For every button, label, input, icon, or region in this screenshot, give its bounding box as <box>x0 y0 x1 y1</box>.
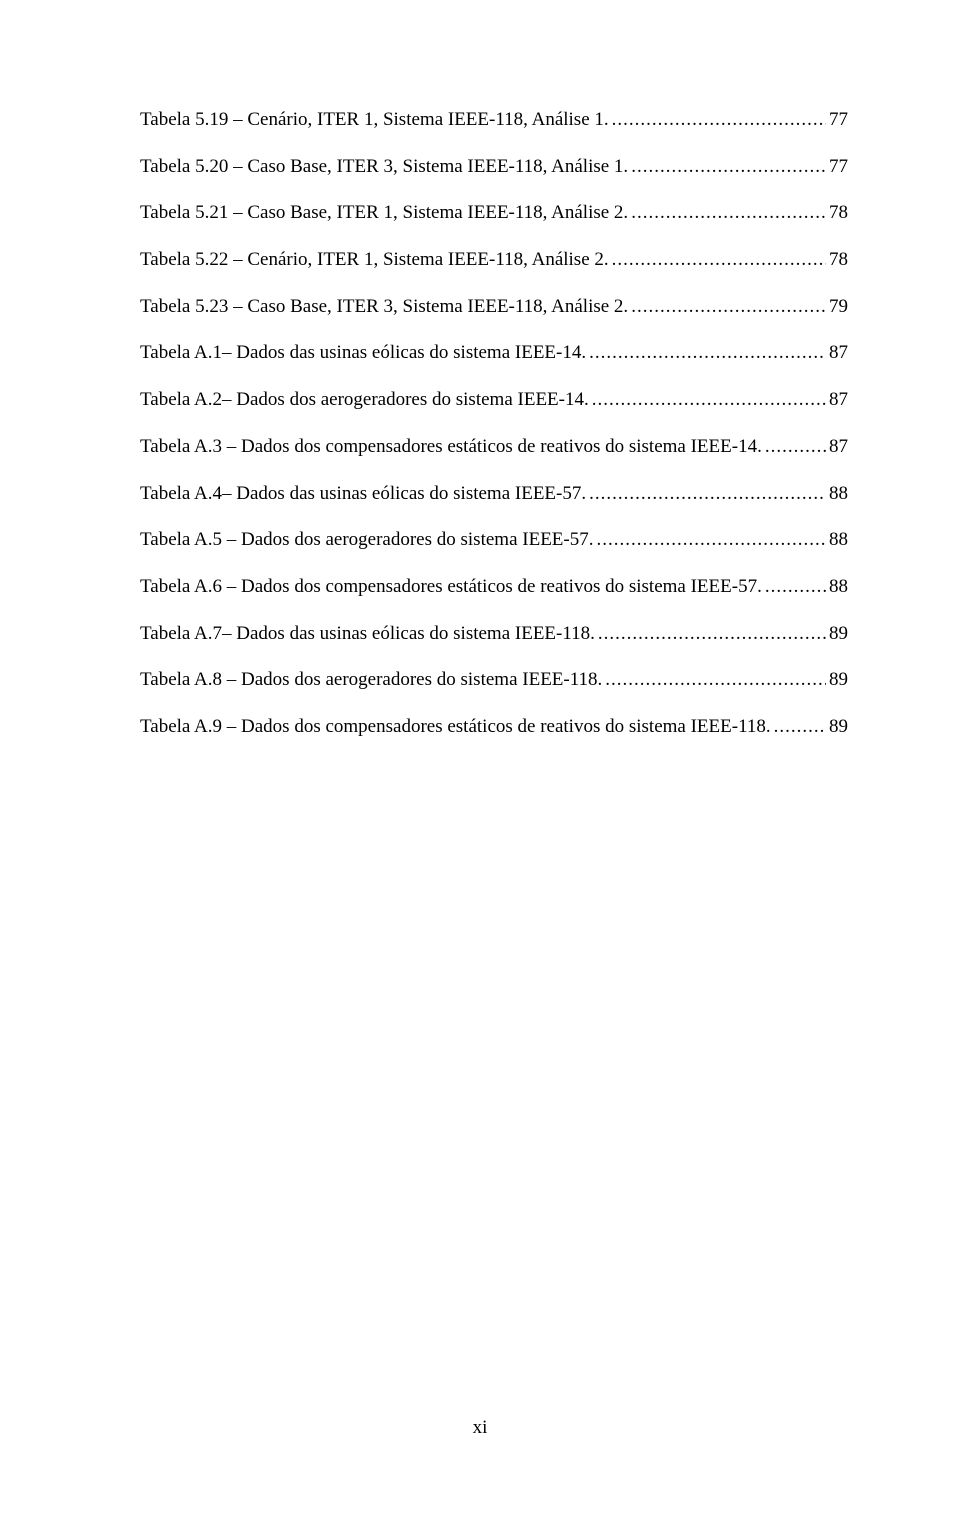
toc-entry-page: 89 <box>829 622 848 647</box>
toc-entry-page: 89 <box>829 715 848 740</box>
toc-entry-label: Tabela A.1– Dados das usinas eólicas do … <box>140 341 586 366</box>
toc-entry-page: 88 <box>829 482 848 507</box>
toc-entry: Tabela 5.23 – Caso Base, ITER 3, Sistema… <box>140 295 848 320</box>
toc-entry: Tabela A.3 – Dados dos compensadores est… <box>140 435 848 460</box>
toc-dot-leader <box>589 482 826 507</box>
toc-entry-label: Tabela 5.20 – Caso Base, ITER 3, Sistema… <box>140 155 628 180</box>
toc-dot-leader <box>612 108 826 133</box>
toc-dot-leader <box>598 622 826 647</box>
toc-entry-label: Tabela 5.19 – Cenário, ITER 1, Sistema I… <box>140 108 609 133</box>
toc-entry-page: 87 <box>829 341 848 366</box>
toc-dot-leader <box>592 388 826 413</box>
toc-dot-leader <box>631 201 826 226</box>
toc-entry-label: Tabela A.6 – Dados dos compensadores est… <box>140 575 762 600</box>
toc-entry-page: 77 <box>829 155 848 180</box>
toc-entry: Tabela 5.19 – Cenário, ITER 1, Sistema I… <box>140 108 848 133</box>
toc-entry: Tabela A.9 – Dados dos compensadores est… <box>140 715 848 740</box>
toc-entry-label: Tabela A.5 – Dados dos aerogeradores do … <box>140 528 593 553</box>
table-of-contents: Tabela 5.19 – Cenário, ITER 1, Sistema I… <box>140 108 848 740</box>
toc-entry: Tabela 5.21 – Caso Base, ITER 1, Sistema… <box>140 201 848 226</box>
toc-entry-page: 87 <box>829 435 848 460</box>
toc-entry-page: 79 <box>829 295 848 320</box>
toc-dot-leader <box>612 248 826 273</box>
toc-dot-leader <box>774 715 826 740</box>
toc-entry-label: Tabela A.8 – Dados dos aerogeradores do … <box>140 668 602 693</box>
toc-entry-label: Tabela A.4– Dados das usinas eólicas do … <box>140 482 586 507</box>
toc-entry-page: 88 <box>829 575 848 600</box>
toc-entry-page: 88 <box>829 528 848 553</box>
toc-entry-label: Tabela 5.22 – Cenário, ITER 1, Sistema I… <box>140 248 609 273</box>
toc-entry-label: Tabela 5.23 – Caso Base, ITER 3, Sistema… <box>140 295 628 320</box>
toc-dot-leader <box>631 295 826 320</box>
toc-entry-page: 87 <box>829 388 848 413</box>
toc-entry: Tabela A.2– Dados dos aerogeradores do s… <box>140 388 848 413</box>
toc-entry-label: Tabela 5.21 – Caso Base, ITER 1, Sistema… <box>140 201 628 226</box>
toc-dot-leader <box>765 575 826 600</box>
toc-entry-label: Tabela A.3 – Dados dos compensadores est… <box>140 435 762 460</box>
toc-entry-page: 78 <box>829 248 848 273</box>
toc-entry: Tabela A.7– Dados das usinas eólicas do … <box>140 622 848 647</box>
toc-entry: Tabela A.6 – Dados dos compensadores est… <box>140 575 848 600</box>
toc-entry-label: Tabela A.7– Dados das usinas eólicas do … <box>140 622 595 647</box>
toc-entry: Tabela A.8 – Dados dos aerogeradores do … <box>140 668 848 693</box>
page-number: xi <box>0 1417 960 1439</box>
toc-entry-page: 89 <box>829 668 848 693</box>
toc-entry: Tabela A.5 – Dados dos aerogeradores do … <box>140 528 848 553</box>
toc-entry-page: 78 <box>829 201 848 226</box>
toc-dot-leader <box>596 528 826 553</box>
toc-entry: Tabela A.4– Dados das usinas eólicas do … <box>140 482 848 507</box>
toc-entry-label: Tabela A.2– Dados dos aerogeradores do s… <box>140 388 589 413</box>
toc-dot-leader <box>765 435 826 460</box>
toc-dot-leader <box>589 341 826 366</box>
toc-entry: Tabela 5.22 – Cenário, ITER 1, Sistema I… <box>140 248 848 273</box>
toc-entry: Tabela 5.20 – Caso Base, ITER 3, Sistema… <box>140 155 848 180</box>
toc-dot-leader <box>605 668 826 693</box>
toc-entry-label: Tabela A.9 – Dados dos compensadores est… <box>140 715 771 740</box>
toc-dot-leader <box>631 155 826 180</box>
toc-entry-page: 77 <box>829 108 848 133</box>
toc-entry: Tabela A.1– Dados das usinas eólicas do … <box>140 341 848 366</box>
